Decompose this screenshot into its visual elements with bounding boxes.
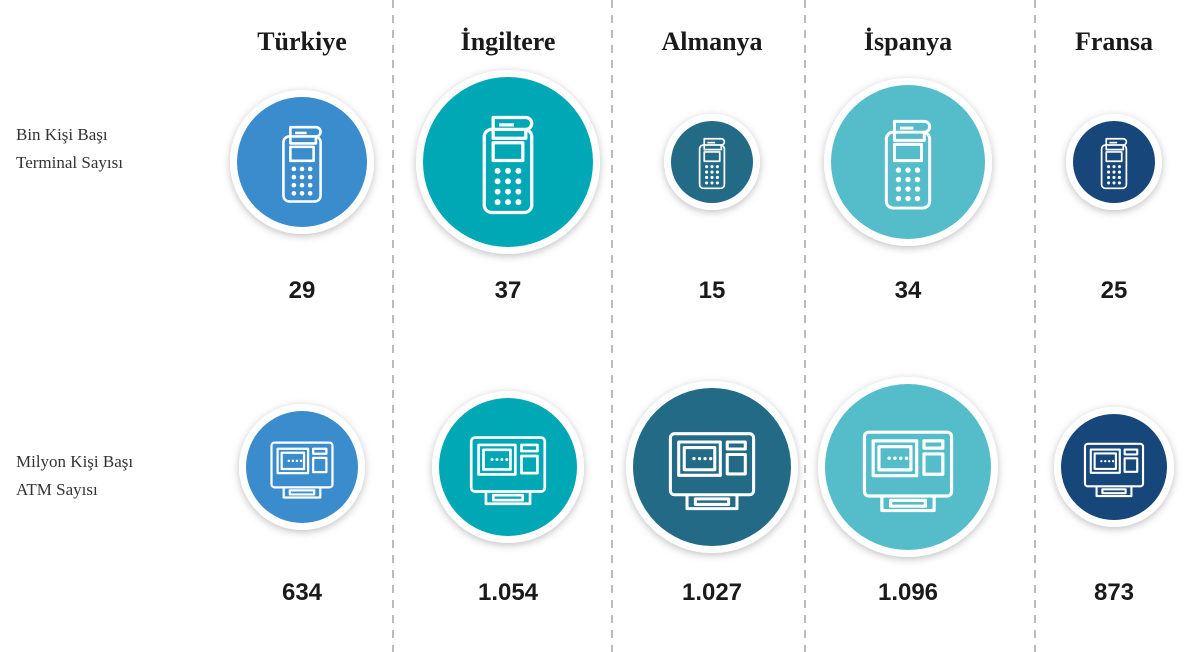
- row-label: ATM Sayısı: [16, 480, 98, 499]
- circle-fill: [825, 384, 991, 550]
- icon-circle: [432, 391, 584, 543]
- value: 1.027: [682, 579, 742, 606]
- icon-circle: [664, 114, 760, 210]
- dividers: [392, 0, 1036, 652]
- row-label: Bin Kişi Başı: [16, 125, 108, 144]
- value: 1.096: [878, 579, 938, 606]
- value: 634: [282, 579, 323, 606]
- value: 1.054: [478, 579, 539, 606]
- row-label: Milyon Kişi Başı: [16, 452, 133, 471]
- circle-fill: [246, 411, 358, 523]
- column-header: İngiltere: [461, 27, 556, 56]
- circle-fill: [1061, 414, 1167, 520]
- column-header: İspanya: [864, 27, 952, 56]
- icon-circle: [230, 90, 374, 234]
- icon-circle: [824, 78, 992, 246]
- icon-circle: [1066, 114, 1162, 210]
- icon-circle: [626, 381, 798, 553]
- icon-circle: [818, 377, 998, 557]
- value: 29: [289, 277, 316, 304]
- value: 25: [1101, 277, 1128, 304]
- column-header: Almanya: [661, 27, 762, 56]
- value: 34: [895, 277, 922, 304]
- circle-fill: [439, 398, 577, 536]
- icon-circle: [1054, 407, 1174, 527]
- value: 873: [1094, 579, 1134, 606]
- icon-circle: [416, 70, 600, 254]
- circle-fill: [633, 388, 791, 546]
- column-header: Türkiye: [257, 27, 347, 56]
- value: 15: [699, 277, 726, 304]
- row-label: Terminal Sayısı: [16, 153, 123, 172]
- column-header: Fransa: [1075, 27, 1153, 56]
- icon-circle: [239, 404, 365, 530]
- value: 37: [495, 277, 522, 304]
